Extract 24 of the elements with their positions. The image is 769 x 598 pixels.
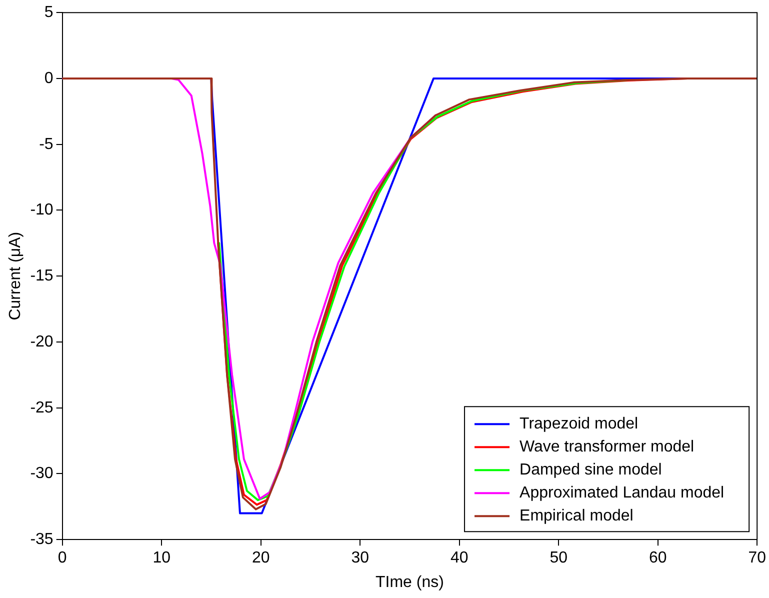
y-tick-label: 0: [44, 70, 54, 87]
y-tick-label: -5: [39, 136, 54, 153]
x-tick-label: 0: [58, 550, 67, 567]
y-tick-label: -20: [30, 333, 54, 350]
x-axis-title: TIme (ns): [375, 574, 444, 591]
y-tick-label: 5: [44, 4, 54, 22]
y-tick-label: -15: [30, 268, 54, 285]
y-tick-label: -10: [30, 202, 54, 219]
y-tick-label: -35: [30, 531, 54, 548]
legend-label: Trapezoid model: [520, 416, 638, 433]
y-tick-label: -25: [30, 399, 54, 416]
legend-label: Empirical model: [520, 508, 634, 525]
y-axis-title: Current (μA): [7, 232, 24, 320]
x-tick-label: 30: [351, 550, 370, 567]
x-tick-label: 10: [152, 550, 171, 567]
y-tick-label: -30: [30, 465, 54, 482]
x-tick-label: 20: [252, 550, 270, 567]
legend-label: Approximated Landau model: [520, 484, 724, 502]
x-tick-label: 60: [648, 550, 667, 567]
x-tick-label: 50: [550, 550, 568, 567]
legend-label: Damped sine model: [520, 462, 662, 479]
x-tick-label: 70: [748, 550, 766, 567]
legend-label: Wave transformer model: [520, 438, 694, 456]
x-tick-label: 40: [450, 550, 468, 567]
